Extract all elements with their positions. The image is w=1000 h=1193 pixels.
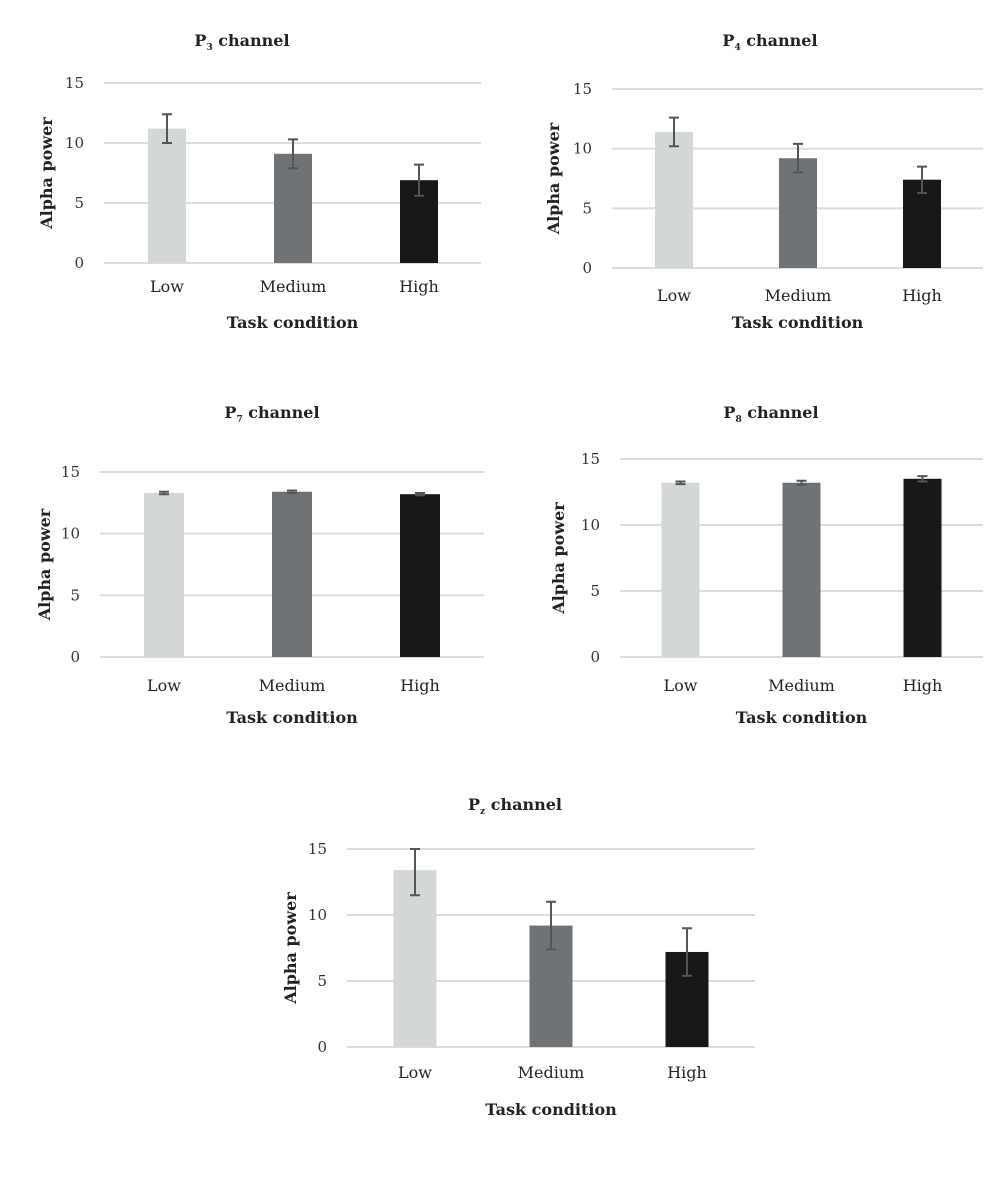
category-label: Low	[150, 277, 184, 296]
category-label: Low	[147, 676, 181, 695]
chart-panel-5: 0 5 10 15 Low Medium High Pz channel Alpha power…	[281, 795, 755, 1119]
y-tick-label: 15	[308, 840, 327, 858]
y-tick-label: 5	[74, 194, 84, 212]
x-axis-title: Task condition	[736, 708, 868, 727]
category-label: Medium	[259, 676, 326, 695]
error-bar-medium	[796, 479, 807, 486]
chart-title-subscript: 7	[236, 415, 242, 425]
error-bar-low	[675, 480, 686, 486]
category-label: Medium	[768, 676, 835, 695]
chart-title: Pz channel	[468, 795, 562, 817]
bar-high	[903, 179, 941, 268]
category-label: Low	[398, 1063, 432, 1082]
chart-title-main: P	[722, 31, 734, 50]
category-label: High	[667, 1063, 707, 1082]
error-bar-low	[410, 848, 420, 897]
y-tick-label: 10	[65, 134, 84, 152]
category-label: Medium	[518, 1063, 585, 1082]
chart-title-main: P	[723, 403, 735, 422]
chart-title: P4 channel	[722, 31, 817, 53]
error-bar-medium	[546, 900, 556, 951]
x-axis-title: Task condition	[226, 708, 358, 727]
y-axis-title: Alpha power	[544, 122, 563, 235]
chart-title-subscript: z	[480, 807, 485, 817]
bar-low	[148, 128, 186, 263]
bar-medium	[782, 482, 821, 657]
chart-title-subscript: 8	[735, 415, 741, 425]
chart-panel-1: 0 5 10 15 Low Medium High P3 channel Alpha power…	[37, 31, 481, 332]
bar-medium	[274, 153, 312, 263]
y-tick-label: 0	[70, 648, 80, 666]
chart-title-rest: channel	[213, 31, 290, 50]
error-bar-high	[682, 927, 692, 977]
y-axis-title: Alpha power	[37, 117, 56, 230]
chart-panel-4: 0 5 10 15 Low Medium High P8 channel Alpha power…	[549, 403, 983, 727]
category-label: High	[400, 676, 440, 695]
category-label: Medium	[260, 277, 327, 296]
chart-title-subscript: 3	[206, 43, 212, 53]
y-axis-title: Alpha power	[549, 502, 568, 615]
chart-title-rest: channel	[243, 403, 320, 422]
y-tick-label: 5	[582, 199, 592, 217]
category-label: High	[902, 286, 942, 305]
y-tick-label: 10	[581, 516, 600, 534]
x-axis-title: Task condition	[227, 313, 359, 332]
x-axis-title: Task condition	[485, 1100, 617, 1119]
error-bar-medium	[793, 142, 803, 174]
category-label: Medium	[765, 286, 832, 305]
y-tick-label: 0	[590, 648, 600, 666]
y-tick-label: 10	[308, 906, 327, 924]
chart-title-main: P	[224, 403, 236, 422]
category-label: Low	[664, 676, 698, 695]
chart-title-rest: channel	[485, 795, 562, 814]
bar-high	[400, 494, 440, 657]
error-bar-high	[414, 163, 424, 197]
chart-title-main: P	[468, 795, 480, 814]
error-bar-high	[917, 475, 928, 483]
chart-title-subscript: 4	[734, 43, 740, 53]
category-label: High	[399, 277, 439, 296]
bar-low	[393, 870, 437, 1047]
y-tick-label: 15	[61, 463, 80, 481]
chart-title: P3 channel	[194, 31, 289, 53]
y-axis-title: Alpha power	[35, 508, 54, 621]
y-tick-label: 10	[573, 140, 592, 158]
y-tick-label: 5	[317, 972, 327, 990]
y-tick-label: 15	[65, 74, 84, 92]
bar-low	[144, 492, 184, 657]
bar-low	[661, 482, 700, 657]
error-bar-medium	[287, 489, 297, 494]
error-bar-low	[159, 490, 169, 496]
y-tick-label: 0	[317, 1038, 327, 1056]
x-axis-title: Task condition	[732, 313, 864, 332]
error-bar-medium	[288, 138, 298, 170]
y-tick-label: 0	[582, 259, 592, 277]
error-bar-low	[162, 113, 172, 144]
chart-title-main: P	[194, 31, 206, 50]
bar-low	[655, 131, 693, 268]
y-tick-label: 5	[70, 586, 80, 604]
y-tick-label: 15	[573, 80, 592, 98]
chart-title: P7 channel	[224, 403, 319, 425]
error-bar-low	[669, 116, 679, 148]
chart-title-rest: channel	[741, 31, 818, 50]
bar-medium	[272, 491, 312, 657]
error-bar-high	[917, 165, 927, 194]
bar-medium	[779, 158, 817, 268]
y-tick-label: 5	[590, 582, 600, 600]
y-tick-label: 0	[74, 254, 84, 272]
category-label: High	[903, 676, 943, 695]
chart-panel-2: 0 5 10 15 Low Medium High P4 channel Alpha power…	[544, 31, 983, 332]
error-bar-high	[415, 491, 425, 497]
y-tick-label: 10	[61, 525, 80, 543]
bar-high	[903, 478, 942, 657]
category-label: Low	[657, 286, 691, 305]
chart-panel-3: 0 5 10 15 Low Medium High P7 channel Alpha power…	[35, 403, 484, 727]
chart-title-rest: channel	[742, 403, 819, 422]
chart-title: P8 channel	[723, 403, 818, 425]
y-tick-label: 15	[581, 450, 600, 468]
y-axis-title: Alpha power	[281, 892, 300, 1005]
